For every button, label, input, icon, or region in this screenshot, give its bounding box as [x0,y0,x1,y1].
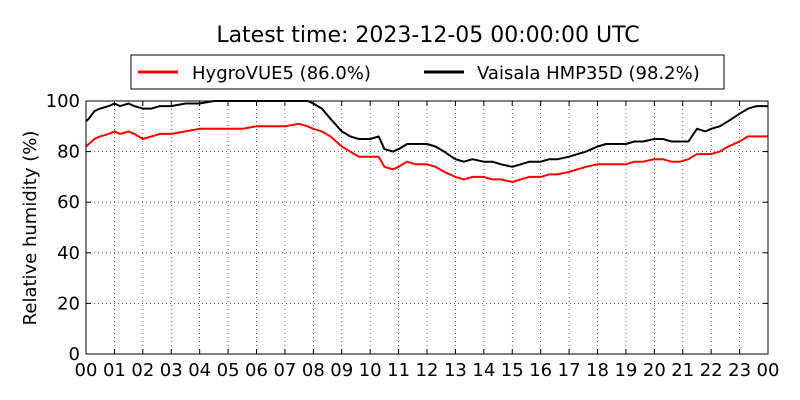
series-line-vaisala [85,100,768,168]
y-tick-label: 100 [46,91,80,112]
x-tick-label: 12 [416,360,439,381]
y-tick-label: 20 [57,293,80,314]
legend: HygroVUE5 (86.0%) Vaisala HMP35D (98.2%) [130,54,725,90]
x-tick-label: 10 [359,360,382,381]
y-tick-labels: 0 20 40 60 80 100 [46,91,80,365]
x-tick-label: 07 [273,360,296,381]
axis-ticks [85,100,769,355]
x-tick-label: 06 [245,360,268,381]
grid-lines [86,101,768,354]
y-tick-label: 40 [57,243,80,264]
plot-lines [85,100,768,183]
x-tick-label: 22 [700,360,723,381]
x-tick-label: 18 [586,360,609,381]
x-tick-label: 05 [217,360,240,381]
x-tick-label: 02 [131,360,154,381]
x-tick-label: 21 [671,360,694,381]
x-tick-label: 03 [160,360,183,381]
x-tick-label: 00 [757,360,780,381]
x-tick-label: 14 [472,360,495,381]
x-tick-label: 11 [387,360,410,381]
y-tick-label: 80 [57,142,80,163]
x-tick-label: 20 [643,360,666,381]
legend-label-vaisala: Vaisala HMP35D (98.2%) [477,63,700,84]
x-tick-label: 01 [103,360,126,381]
x-tick-label: 23 [728,360,751,381]
y-axis-label: Relative humidity (%) [20,131,41,326]
y-tick-label: 60 [57,192,80,213]
x-tick-label: 09 [330,360,353,381]
legend-label-hygrovue5: HygroVUE5 (86.0%) [192,63,371,84]
x-tick-label: 08 [302,360,325,381]
series-line-hygrovue5 [85,122,768,183]
x-tick-label: 13 [444,360,467,381]
chart-title: Latest time: 2023-12-05 00:00:00 UTC [216,23,639,48]
x-tick-labels: 00 01 02 03 04 05 06 07 08 09 10 11 12 13 14 15 16 17 18 19… [75,360,780,381]
x-tick-label: 04 [188,360,211,381]
x-tick-label: 00 [75,360,98,381]
x-tick-label: 17 [558,360,581,381]
x-tick-label: 15 [501,360,524,381]
x-tick-label: 19 [614,360,637,381]
y-tick-label: 0 [69,344,80,365]
x-tick-label: 16 [529,360,552,381]
